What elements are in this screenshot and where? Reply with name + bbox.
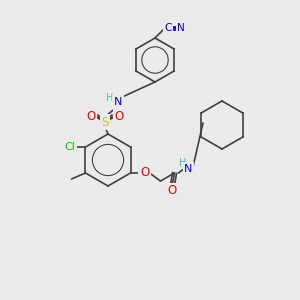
Text: O: O xyxy=(114,110,124,124)
Text: O: O xyxy=(167,184,176,197)
Text: O: O xyxy=(86,110,96,124)
Text: N: N xyxy=(177,23,185,33)
Text: C: C xyxy=(164,23,172,33)
Text: N: N xyxy=(114,97,122,107)
Text: O: O xyxy=(140,167,149,179)
Text: Cl: Cl xyxy=(64,142,75,152)
Text: H: H xyxy=(106,93,114,103)
Text: S: S xyxy=(101,116,109,128)
Text: H: H xyxy=(179,158,186,168)
Text: N: N xyxy=(184,164,193,174)
